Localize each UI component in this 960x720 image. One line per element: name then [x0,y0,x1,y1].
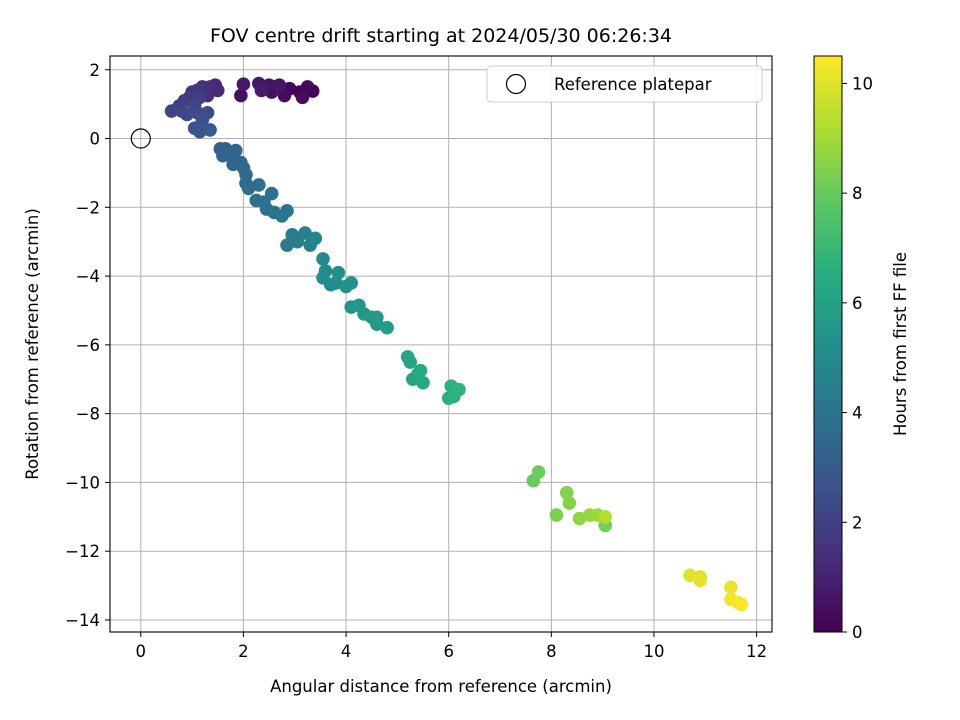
colorbar-tick-label: 2 [852,513,863,532]
data-point [724,580,738,595]
data-point [562,496,577,510]
reference-platepar-marker [130,128,151,149]
data-point [236,77,251,91]
data-point [308,231,323,246]
x-tick-label: 2 [238,642,249,661]
grid-lines [110,56,772,632]
data-point [280,203,294,218]
colorbar-tick-label: 10 [852,74,873,93]
data-point [234,88,248,103]
data-point [193,124,207,139]
y-tick-label: −8 [76,405,100,424]
data-point [277,88,292,103]
colorbar-tick-label: 6 [852,294,863,313]
y-tick-label: −6 [76,336,100,355]
data-point [559,485,574,500]
data-point [328,276,343,290]
data-point [380,320,394,335]
data-point [298,226,312,240]
data-point [549,508,564,522]
data-point [216,148,230,163]
legend-box [486,65,763,103]
data-point [254,83,269,98]
y-tick-label: −14 [65,611,100,630]
data-point [264,186,279,201]
data-point [316,252,330,266]
data-point [228,143,243,158]
colorbar-ticks: 0 2 4 6 8 10 [842,74,873,642]
plot-area: 0 2 4 6 8 10 12 2 0 −2 −4 −6 −8 −10 −12 −14 [65,55,773,661]
data-point [331,265,346,280]
colorbar-tick-label: 8 [852,184,863,203]
reference-marker-group [130,128,151,149]
y-axis-label: Rotation from reference (arcmin) [23,208,42,480]
data-point [413,363,428,378]
colorbar: 0 2 4 6 8 10 Hours from first FF file [813,55,910,642]
x-tick-label: 8 [546,642,557,661]
y-axis-ticks: 2 0 −2 −4 −6 −8 −10 −12 −14 [65,61,110,630]
data-point [344,276,358,290]
data-point [295,90,310,105]
x-axis-ticks: 0 2 4 6 8 10 12 [136,632,767,661]
data-point [280,238,294,252]
y-tick-label: −12 [65,542,100,561]
data-point [598,510,613,524]
y-tick-label: −10 [65,473,100,492]
data-point [300,80,315,94]
y-tick-label: −4 [76,267,100,286]
data-point [164,104,179,118]
y-tick-label: 2 [90,61,101,80]
colorbar-tick-label: 0 [852,623,863,642]
legend: Reference platepar [486,65,763,103]
x-tick-label: 6 [443,642,454,661]
data-point [416,375,430,390]
axes-background [110,56,772,632]
axes-frame [109,55,773,633]
data-point [203,123,217,137]
colorbar-gradient [813,55,843,633]
x-tick-label: 12 [746,642,767,661]
x-axis-label: Angular distance from reference (arcmin) [270,677,612,696]
data-point [180,107,194,122]
data-point [241,181,256,196]
data-point [693,573,707,588]
data-point [370,310,384,325]
colorbar-tick-label: 4 [852,404,863,423]
colorbar-label: Hours from first FF file [891,252,910,436]
data-point [403,355,418,369]
legend-label-reference: Reference platepar [554,75,712,94]
data-point [683,568,697,583]
y-tick-label: 0 [90,130,101,149]
x-tick-label: 10 [643,642,664,661]
data-point [452,382,466,397]
data-point [531,465,546,479]
data-point [572,511,587,526]
x-tick-label: 4 [341,642,352,661]
data-point [734,597,749,612]
data-point [252,178,266,192]
x-tick-label: 0 [136,642,147,661]
chart-title: FOV centre drift starting at 2024/05/30 … [210,25,672,47]
legend-marker-reference [505,73,527,95]
y-tick-label: −2 [76,198,100,217]
scatter-points [164,76,749,612]
data-point [272,78,287,93]
